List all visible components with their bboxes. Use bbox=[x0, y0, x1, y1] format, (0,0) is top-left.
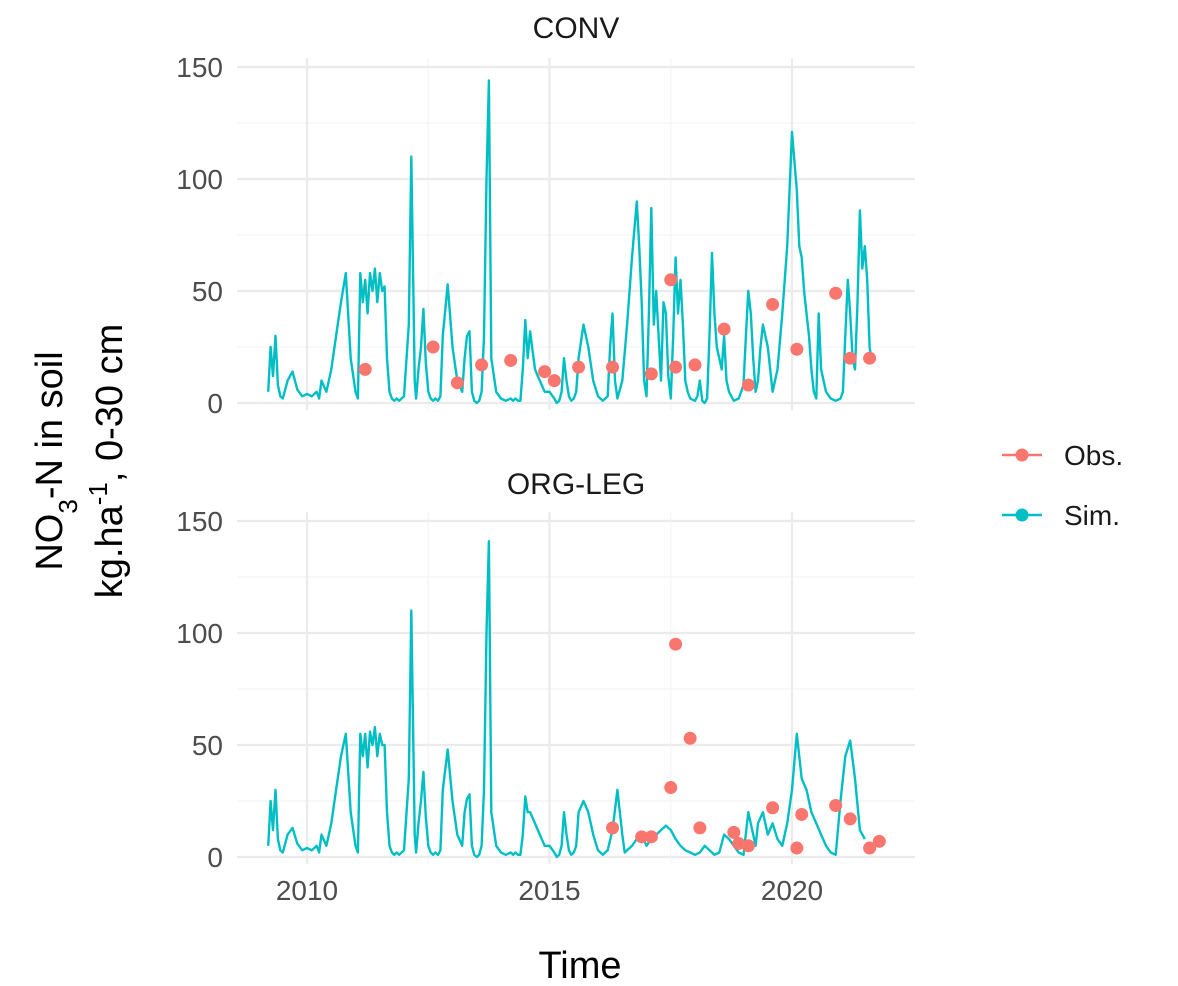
facet-title: ORG-LEG bbox=[507, 468, 645, 501]
x-tick-label: 2015 bbox=[518, 875, 580, 906]
legend-entry-sim: Sim. bbox=[1002, 500, 1120, 531]
x-tick-label: 2020 bbox=[761, 875, 823, 906]
legend-key-point bbox=[1015, 508, 1029, 522]
y-axis-title-line-1-part-b: -N in soil bbox=[29, 351, 71, 499]
obs-point bbox=[688, 358, 702, 372]
obs-point bbox=[547, 374, 561, 388]
obs-point bbox=[829, 286, 843, 300]
y-axis-title-line-2: kg.ha-1, 0-30 cm bbox=[83, 324, 131, 598]
obs-point bbox=[426, 340, 440, 354]
y-axis-title-line-1-part-a: NO bbox=[29, 514, 71, 571]
obs-point bbox=[843, 351, 857, 365]
y-tick-label: 150 bbox=[176, 52, 223, 83]
obs-point bbox=[664, 781, 678, 795]
y-axis-title-line-2-part-b: , 0-30 cm bbox=[89, 324, 131, 482]
legend-key-point bbox=[1015, 448, 1029, 462]
obs-point bbox=[635, 830, 649, 844]
obs-point bbox=[538, 365, 552, 379]
y-tick-label: 150 bbox=[176, 506, 223, 537]
obs-point bbox=[863, 841, 877, 855]
obs-point bbox=[683, 731, 697, 745]
obs-point bbox=[358, 362, 372, 376]
sim-series-line bbox=[267, 79, 874, 405]
obs-point bbox=[863, 351, 877, 365]
legend-label: Obs. bbox=[1064, 440, 1123, 471]
sim-series-line bbox=[267, 540, 866, 859]
panel-conv: CONV 0 50 100 150 bbox=[176, 12, 915, 419]
obs-point bbox=[644, 367, 658, 381]
y-axis-title-line-2-superscript: -1 bbox=[83, 482, 113, 505]
obs-point bbox=[766, 801, 780, 815]
y-axis-title-line-2-part-a: kg.ha bbox=[89, 504, 131, 598]
obs-point bbox=[795, 807, 809, 821]
y-axis-title-line-1: NO3-N in soil bbox=[29, 351, 83, 570]
obs-point bbox=[843, 812, 857, 826]
obs-point bbox=[669, 360, 683, 374]
obs-point bbox=[450, 376, 464, 390]
y-axis-title-line-1-subscript: 3 bbox=[53, 499, 83, 513]
obs-point bbox=[732, 837, 746, 851]
facet-title: CONV bbox=[533, 12, 620, 45]
obs-point bbox=[741, 839, 755, 853]
legend-label: Sim. bbox=[1064, 500, 1120, 531]
obs-point bbox=[727, 825, 741, 839]
obs-point bbox=[717, 322, 731, 336]
obs-point bbox=[790, 841, 804, 855]
y-tick-label: 0 bbox=[207, 842, 223, 873]
chart-panels: CONV 0 50 100 150 ORG-LEG 0 50 100 150 bbox=[176, 12, 915, 873]
obs-point bbox=[504, 353, 518, 367]
obs-point bbox=[766, 297, 780, 311]
obs-point bbox=[572, 360, 586, 374]
y-tick-label: 50 bbox=[192, 276, 223, 307]
obs-point bbox=[669, 637, 683, 651]
y-tick-label: 100 bbox=[176, 164, 223, 195]
obs-point bbox=[741, 378, 755, 392]
obs-point bbox=[693, 821, 707, 835]
obs-point bbox=[606, 360, 620, 374]
obs-point bbox=[606, 821, 620, 835]
obs-point bbox=[790, 342, 804, 356]
y-tick-label: 0 bbox=[207, 388, 223, 419]
y-tick-label: 100 bbox=[176, 618, 223, 649]
obs-point bbox=[872, 834, 886, 848]
obs-point bbox=[664, 273, 678, 287]
legend-entry-obs: Obs. bbox=[1002, 440, 1123, 471]
obs-point bbox=[475, 358, 489, 372]
obs-point bbox=[644, 830, 658, 844]
x-tick-label: 2010 bbox=[276, 875, 338, 906]
obs-point bbox=[829, 798, 843, 812]
x-axis-title: Time bbox=[538, 945, 621, 986]
panel-org-leg: ORG-LEG 0 50 100 150 bbox=[176, 468, 915, 873]
legend: Obs. Sim. bbox=[1002, 440, 1123, 531]
y-tick-label: 50 bbox=[192, 730, 223, 761]
